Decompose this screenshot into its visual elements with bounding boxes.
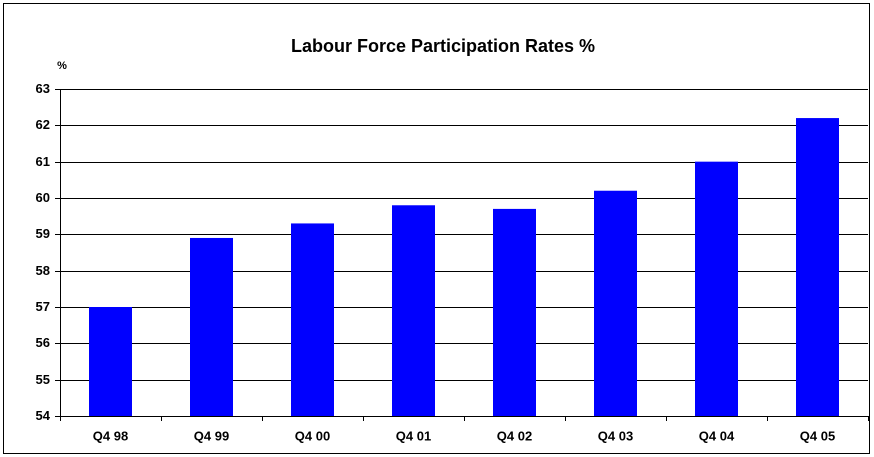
y-tick-label: 63 bbox=[36, 81, 50, 96]
bar bbox=[392, 205, 435, 416]
x-tick-label: Q4 03 bbox=[598, 428, 633, 443]
chart-frame bbox=[3, 3, 870, 454]
x-tick-label: Q4 01 bbox=[396, 428, 431, 443]
y-tick-label: 62 bbox=[36, 117, 50, 132]
y-tick-label: 59 bbox=[36, 226, 50, 241]
x-tick-label: Q4 98 bbox=[93, 428, 128, 443]
chart-title: Labour Force Participation Rates % bbox=[291, 36, 595, 56]
y-axis-label: % bbox=[57, 60, 67, 72]
x-tick-label: Q4 04 bbox=[699, 428, 735, 443]
y-tick-label: 60 bbox=[36, 190, 50, 205]
x-tick-label: Q4 02 bbox=[497, 428, 532, 443]
y-tick-label: 61 bbox=[36, 154, 50, 169]
bar bbox=[291, 223, 334, 416]
y-tick-label: 55 bbox=[36, 372, 50, 387]
x-tick-label: Q4 99 bbox=[194, 428, 229, 443]
bar bbox=[89, 307, 132, 416]
bar bbox=[695, 161, 738, 416]
bar bbox=[493, 208, 536, 416]
bar bbox=[796, 118, 839, 417]
y-tick-label: 56 bbox=[36, 335, 50, 350]
y-tick-label: 57 bbox=[36, 299, 50, 314]
y-tick-label: 58 bbox=[36, 263, 50, 278]
x-tick-label: Q4 00 bbox=[295, 428, 330, 443]
y-tick-label: 54 bbox=[36, 408, 51, 423]
x-tick-label: Q4 05 bbox=[800, 428, 835, 443]
bar bbox=[190, 237, 233, 416]
bar bbox=[594, 190, 637, 416]
